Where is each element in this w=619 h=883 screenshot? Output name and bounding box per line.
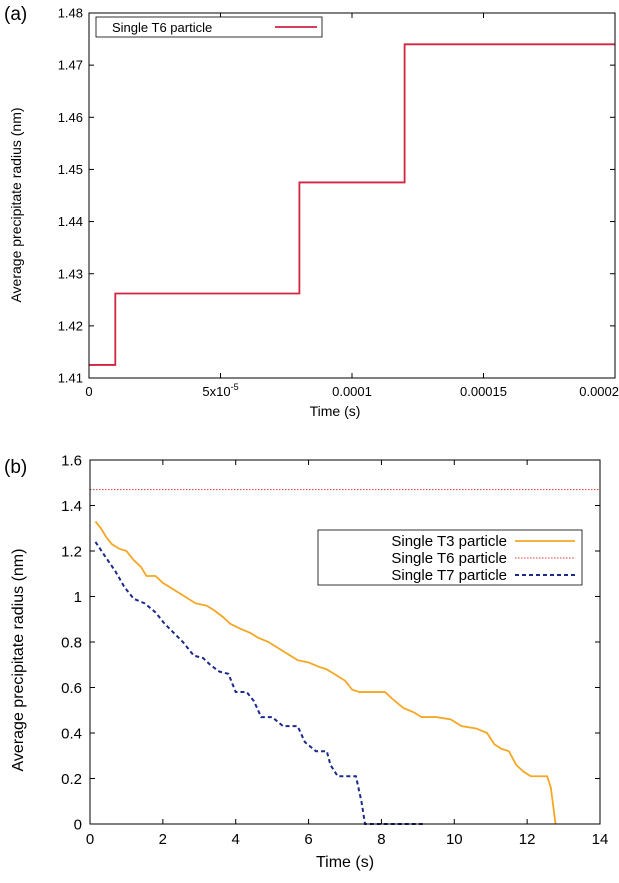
y-tick-label: 1.42 (58, 318, 83, 333)
y-tick-label: 1.44 (58, 214, 83, 229)
series-line-single-t7-particle (94, 541, 426, 825)
panel-b-y-axis-label: Average precipitate radius (nm) (10, 549, 27, 772)
y-tick-label: 1.4 (61, 498, 82, 515)
y-tick-label: 1 (74, 589, 82, 606)
y-tick-label: 1.47 (58, 58, 83, 73)
x-tick-label: 14 (592, 831, 609, 848)
x-tick-label: 0 (86, 831, 94, 848)
y-tick-label: 0.2 (61, 771, 82, 788)
legend-label-t6: Single T6 particle (112, 20, 212, 35)
x-tick-label: 0.0002 (579, 384, 619, 399)
panel-a-x-axis-label: Time (s) (310, 403, 361, 419)
legend-label-t3: Single T3 particle (391, 533, 507, 550)
panel-a-plot-frame (88, 12, 616, 379)
x-tick-exponent: -5 (231, 382, 239, 392)
x-tick-label: 10 (446, 831, 463, 848)
panel-a-legend: Single T6 particle (95, 16, 323, 38)
legend-box (95, 16, 323, 38)
panel-a-label: (a) (4, 4, 27, 25)
y-tick-label: 1.6 (61, 452, 82, 469)
x-tick-label: 0 (85, 384, 92, 399)
legend-label-t6: Single T6 particle (391, 550, 507, 567)
x-tick-label: 8 (377, 831, 385, 848)
y-tick-label: 0.4 (61, 725, 82, 742)
panel-a-chart: (a) 1.41 1.42 1.43 1.44 1.45 1.46 1.47 1.48 0 5x1… (4, 4, 619, 419)
x-tick-label: 4 (232, 831, 240, 848)
panel-b-plot-frame (89, 459, 601, 825)
panel-b-label: (b) (4, 457, 27, 478)
panel-b-chart: (b) 0 0.2 0.4 0.6 0.8 1 1.2 1.4 1.6 0 2 4 6 8 10 12 14 S… (4, 452, 608, 871)
y-tick-label: 0.6 (61, 680, 82, 697)
y-tick-label: 1.2 (61, 543, 82, 560)
y-tick-label: 1.41 (58, 371, 83, 386)
y-tick-label: 1.48 (58, 6, 83, 21)
y-tick-label: 0 (74, 816, 82, 833)
x-tick-label: 12 (519, 831, 536, 848)
panel-b-x-axis-label: Time (s) (316, 854, 374, 871)
y-tick-label: 0.8 (61, 634, 82, 651)
y-tick-label: 1.43 (58, 266, 83, 281)
panel-b-legend: Single T3 particle Single T6 particle Si… (317, 529, 583, 586)
series-line-single-t6-particle (89, 43, 615, 366)
y-tick-label: 1.46 (58, 110, 83, 125)
y-tick-label: 1.45 (58, 162, 83, 177)
x-tick-label: 5x10-5 (202, 382, 238, 399)
x-tick-label: 0.0001 (332, 384, 372, 399)
x-tick-label: 2 (159, 831, 167, 848)
x-tick-label: 0.00015 (460, 384, 507, 399)
legend-label-t7: Single T7 particle (391, 567, 507, 584)
x-tick-label: 6 (304, 831, 312, 848)
series-line-single-t3-particle (94, 520, 557, 825)
panel-a-y-axis-label: Average precipitate radius (nm) (8, 107, 24, 302)
